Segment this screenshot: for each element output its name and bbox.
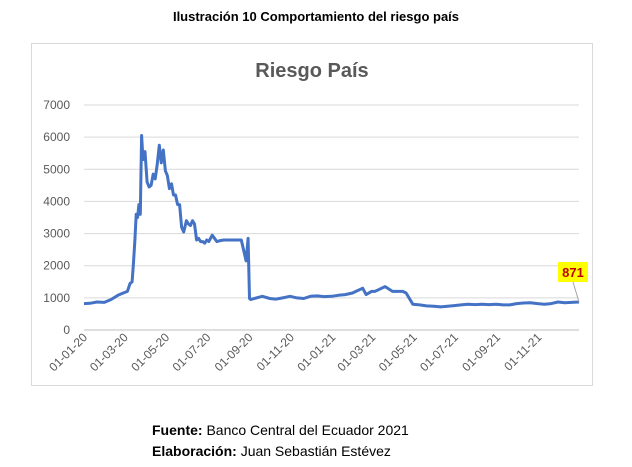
y-tick-label: 6000: [43, 130, 70, 144]
author-value: Juan Sebastián Estévez: [240, 443, 391, 459]
series-line: [83, 134, 580, 309]
source-value: Banco Central del Ecuador 2021: [206, 422, 409, 438]
x-tick-label: 01-07-20: [170, 330, 214, 374]
x-tick-label: 01-05-20: [128, 330, 172, 374]
x-tick-label: 01-03-20: [87, 330, 131, 374]
chart-title: Riesgo País: [255, 60, 369, 82]
callout-leader: [572, 281, 580, 303]
x-tick-label: 01-07-21: [417, 330, 461, 374]
y-tick-label: 1000: [43, 291, 70, 305]
y-tick-label: 4000: [43, 194, 70, 208]
y-tick-label: 0: [63, 323, 70, 337]
y-tick-label: 5000: [43, 162, 70, 176]
source-label: Fuente:: [152, 422, 203, 438]
x-axis-tick-labels: 01-01-2001-03-2001-05-2001-07-2001-09-20…: [46, 330, 544, 374]
source-block: Fuente: Banco Central del Ecuador 2021 E…: [152, 420, 409, 462]
x-tick-label: 01-03-21: [334, 330, 378, 374]
y-tick-label: 2000: [43, 259, 70, 273]
x-tick-label: 01-09-20: [212, 330, 256, 374]
y-tick-label: 7000: [43, 98, 70, 112]
figure-caption: Ilustración 10 Comportamiento del riesgo…: [172, 9, 460, 24]
last-value-callout-box: [558, 262, 588, 283]
y-tick-label: 3000: [43, 227, 70, 241]
x-tick-label: 01-11-20: [254, 330, 297, 373]
x-tick-label: 01-01-21: [294, 330, 338, 374]
chart-frame: [31, 43, 593, 386]
y-axis-tick-labels: 0 1000 2000 3000 4000 5000 6000 7000: [43, 98, 70, 337]
x-tick-label: 01-11-21: [501, 330, 544, 373]
author-label: Elaboración:: [152, 443, 237, 459]
x-tick-label: 01-05-21: [376, 330, 420, 374]
last-value-callout: 871: [562, 265, 584, 280]
x-tick-label: 01-09-21: [459, 330, 503, 374]
